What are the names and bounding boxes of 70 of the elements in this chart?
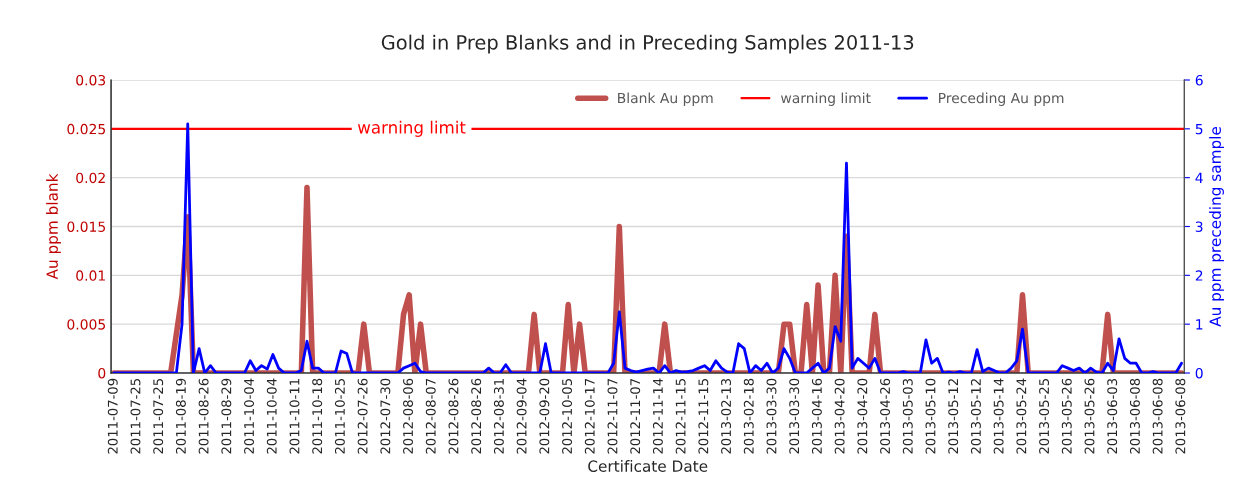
x-tick-label: 2013-06-08 [1129,378,1140,454]
x-tick-label: 2012-11-15 [675,379,686,454]
x-tick-label: 2011-07-09 [107,378,118,454]
x-tick-label: 2013-05-03 [902,378,913,454]
x-tick-label: 2011-10-25 [334,379,345,454]
legend-label: Preceding Au ppm [939,92,1064,106]
x-tick-label: 2012-07-30 [380,378,391,454]
x-tick-label: 2011-08-29 [221,378,232,454]
x-tick-label: 2013-05-26 [1061,378,1072,454]
x-tick-label: 2013-05-10 [925,378,936,454]
x-tick-label: 2012-09-04 [516,378,527,454]
x-tick-label: 2012-09-20 [539,378,550,454]
legend-label: warning limit [781,92,871,106]
x-tick-label: 2011-10-04 [244,378,255,454]
x-tick-label: 2013-06-03 [1107,378,1118,454]
x-tick-label: 2013-04-26 [880,378,891,454]
y2-tick-label: 6 [1195,74,1203,86]
x-tick-label: 2011-07-25 [153,379,164,454]
y2-tick-label: 5 [1195,123,1203,135]
y2-tick-label: 1 [1196,319,1203,330]
x-tick-label: 2013-02-18 [743,378,754,454]
y-tick-label: 0.005 [67,319,105,330]
y-tick-label: 0 [98,367,106,379]
x-tick-label: 2013-06-08 [1152,378,1163,454]
y-tick-label: 0.03 [76,74,106,86]
chart-title: Gold in Prep Blanks and in Preceding Samples 2011-13 [381,34,914,54]
x-tick-label: 2013-05-12 [948,379,959,454]
y2-tick-label: 2 [1195,270,1203,281]
x-tick-label: 2012-08-26 [448,378,459,454]
x-tick-label: 2012-10-17 [584,378,595,454]
x-tick-label: 2012-11-15 [698,379,709,454]
x-tick-label: 2013-04-20 [834,378,845,454]
x-tick-label: 2013-05-25 [1039,379,1050,454]
y2-axis-title: Au ppm preceding sample [1209,126,1224,327]
y-tick-label: 0.015 [67,221,105,232]
x-tick-label: 2011-10-18 [312,378,323,454]
x-tick-label: 2012-11-07 [630,378,641,454]
y-tick-label: 0.025 [67,123,105,135]
x-tick-label: 2013-05-12 [970,379,981,454]
annotation: warning limit [357,120,466,137]
y2-tick-label: 0 [1195,367,1203,379]
x-tick-label: 2013-06-08 [1175,378,1186,454]
x-tick-label: 2013-05-26 [1084,378,1095,454]
x-tick-label: 2013-02-13 [721,378,732,454]
y2-tick-label: 4 [1195,172,1203,183]
x-tick-label: 2011-08-26 [198,378,209,454]
x-tick-label: 2013-03-30 [766,378,777,454]
y2-tick-label: 3 [1195,221,1203,232]
x-tick-label: 2011-10-11 [289,379,300,454]
y-tick-label: 0.01 [76,270,105,281]
x-tick-label: 2013-05-24 [1016,378,1027,454]
x-tick-label: 2012-11-14 [652,378,663,454]
y-axis-title: Au ppm blank [46,173,61,280]
x-tick-label: 2012-08-07 [425,378,436,454]
y-tick-label: 0.02 [76,172,105,184]
x-tick-label: 2013-03-30 [789,378,800,454]
x-tick-label: 2011-08-19 [175,378,186,454]
x-axis-title: Certificate Date [588,460,708,472]
x-tick-label: 2012-10-05 [562,379,573,454]
x-tick-label: 2012-07-26 [357,378,368,454]
x-tick-label: 2013-04-20 [857,378,868,454]
x-tick-label: 2013-05-14 [993,378,1004,454]
x-tick-label: 2012-11-07 [607,378,618,454]
x-tick-label: 2012-08-26 [471,378,482,454]
x-tick-label: 2013-04-16 [811,378,822,454]
x-tick-label: 2011-07-25 [130,379,141,454]
x-tick-label: 2012-08-06 [403,378,414,454]
x-tick-label: 2012-08-31 [493,379,504,454]
legend-label: Blank Au ppm [618,92,713,106]
x-tick-label: 2011-10-04 [266,378,277,454]
